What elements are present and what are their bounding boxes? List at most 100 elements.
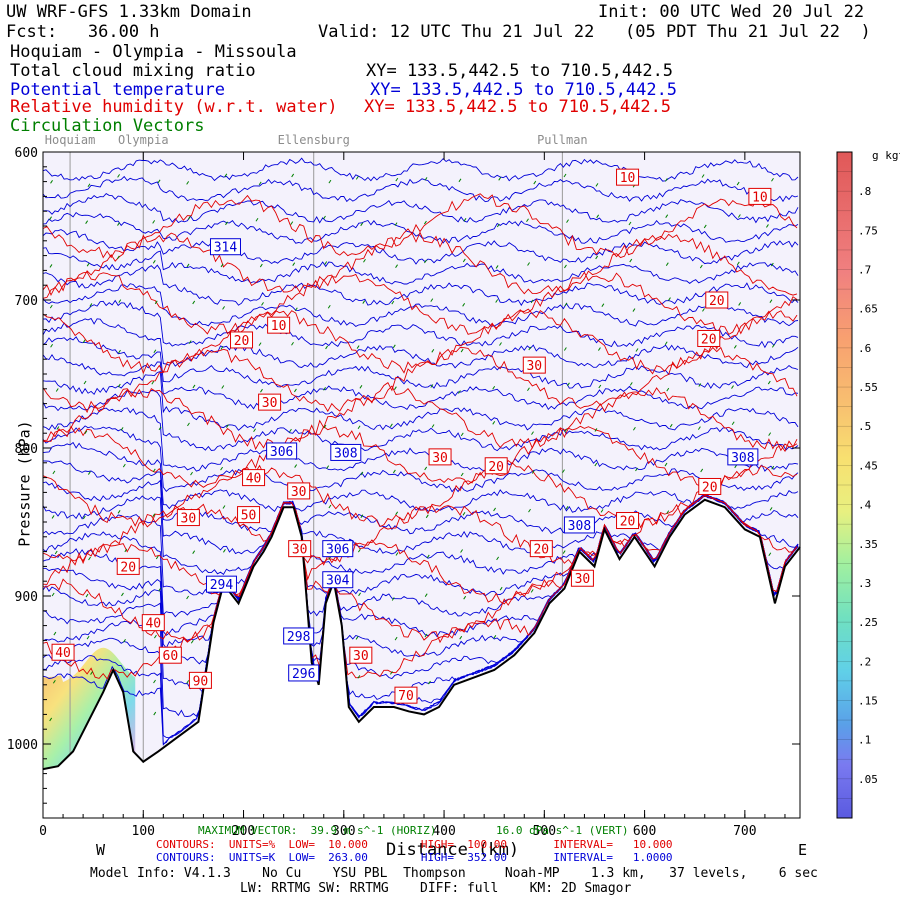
transect-name: Hoquiam - Olympia - Missoula [10, 42, 297, 62]
rh-label-12: 50 [237, 506, 261, 524]
vector-115 [221, 385, 225, 389]
vector-39 [628, 221, 632, 226]
colorbar-label-3: .2 [858, 655, 871, 668]
rh-label-text-18: 30 [292, 543, 308, 558]
rh-label-text-15: 20 [620, 515, 636, 530]
cloud-layer [43, 647, 136, 770]
vector-189 [528, 508, 531, 513]
vector-152 [731, 421, 735, 426]
valid-time: Valid: 12 UTC Thu 21 Jul 22 (05 PDT Thu … [318, 22, 871, 42]
rh-label-7: 30 [258, 393, 282, 411]
direction-west: W [96, 841, 106, 859]
vector-110 [55, 388, 59, 392]
y-tick-label-0: 600 [15, 146, 38, 161]
vector-173 [700, 468, 704, 473]
model-info: Model Info: V4.1.3 No Cu YSU PBL Thompso… [90, 866, 818, 881]
location-label-hoquiam: Hoquiam [45, 133, 96, 147]
vector-226 [355, 636, 359, 640]
vector-44 [49, 264, 53, 268]
vector-41 [703, 224, 707, 229]
theta-line-13 [43, 390, 799, 452]
vector-77 [430, 298, 434, 302]
vector-184 [360, 514, 364, 518]
rh-line-1 [43, 231, 798, 296]
vector-191 [600, 509, 604, 513]
theta-label-9: 294 [205, 575, 237, 593]
rh-label-text-20: 40 [145, 617, 161, 632]
vector-23 [85, 220, 89, 224]
vector-79 [495, 299, 499, 303]
vector-100 [460, 348, 464, 353]
colorbar-label-2: .15 [858, 694, 878, 707]
rh-label-text-21: 60 [163, 649, 179, 664]
vector-126 [598, 384, 602, 389]
y-axis-label: Pressure (hPa) [15, 420, 34, 547]
colorbar-label-6: .35 [858, 538, 878, 551]
vector-158 [190, 471, 193, 476]
rh-label-box-22 [349, 646, 373, 664]
rh-label-0: 10 [616, 168, 640, 186]
vector-145 [492, 421, 496, 425]
init-time: Init: 00 UTC Wed 20 Jul 22 [598, 2, 865, 22]
theta-line-1 [43, 175, 799, 203]
vector-5 [224, 173, 228, 178]
vector-143 [431, 424, 435, 428]
vector-194 [769, 507, 773, 511]
colorbar-label-9: .5 [858, 420, 871, 433]
rh-label-box-20 [141, 614, 165, 632]
rh-label-16: 20 [529, 540, 553, 558]
vector-222 [86, 635, 90, 640]
rh-label-text-13: 30 [291, 485, 307, 500]
rh-label-box-16 [529, 540, 553, 558]
vector-56 [462, 258, 466, 263]
terrain-fill [43, 499, 800, 818]
vector-195 [54, 550, 58, 555]
vector-26 [187, 216, 191, 220]
rh-label-box-2 [705, 291, 729, 309]
theta-label-text-8: 308 [731, 451, 754, 466]
theta-label-8: 308 [727, 448, 759, 466]
vector-159 [220, 466, 224, 471]
field-vectors-name: Circulation Vectors [10, 116, 205, 136]
rh-label-box-6 [522, 356, 546, 374]
vector-52 [324, 261, 328, 265]
rh-label-box-0 [616, 168, 640, 186]
theta-label-7: 308 [563, 516, 595, 534]
vector-33 [423, 220, 427, 225]
vector-118 [323, 387, 326, 391]
vector-141 [357, 425, 361, 429]
x-tick-label-6: 600 [633, 824, 656, 839]
vector-128 [666, 387, 670, 392]
vector-204 [426, 554, 430, 559]
vector-9 [355, 176, 359, 180]
vector-4 [186, 181, 190, 185]
vector-119 [359, 385, 363, 389]
rh-label-19: 30 [570, 569, 594, 587]
rh-label-2: 20 [705, 291, 729, 309]
vector-185 [395, 511, 399, 516]
vector-97 [356, 345, 360, 349]
vector-138 [253, 428, 256, 433]
vector-72 [261, 302, 264, 306]
rh-label-text-0: 10 [620, 171, 636, 186]
vector-84 [668, 297, 671, 301]
vector-67 [89, 303, 93, 307]
axes: 0 100 200 300 400 500 600 700 600 700 800 900 1000 [7, 146, 800, 839]
rh-label-5: 20 [230, 331, 254, 349]
colorbar-label-7: .4 [858, 499, 872, 512]
vector-225 [190, 639, 194, 644]
vector-76 [391, 300, 395, 305]
field-rh-name: Relative humidity (w.r.t. water) [10, 97, 338, 117]
theta-line-17 [43, 460, 799, 535]
rh-label-1: 10 [748, 187, 772, 205]
vector-183 [328, 504, 332, 509]
vector-200 [223, 549, 226, 553]
vector-166 [460, 472, 464, 477]
theta-label-4: 304 [322, 571, 354, 589]
rh-label-text-1: 10 [752, 190, 768, 205]
vector-57 [495, 265, 499, 269]
x-tick-label-1: 100 [132, 824, 155, 839]
vector-218 [463, 595, 467, 600]
vector-16 [595, 183, 599, 187]
location-label-pullman: Pullman [537, 133, 588, 147]
